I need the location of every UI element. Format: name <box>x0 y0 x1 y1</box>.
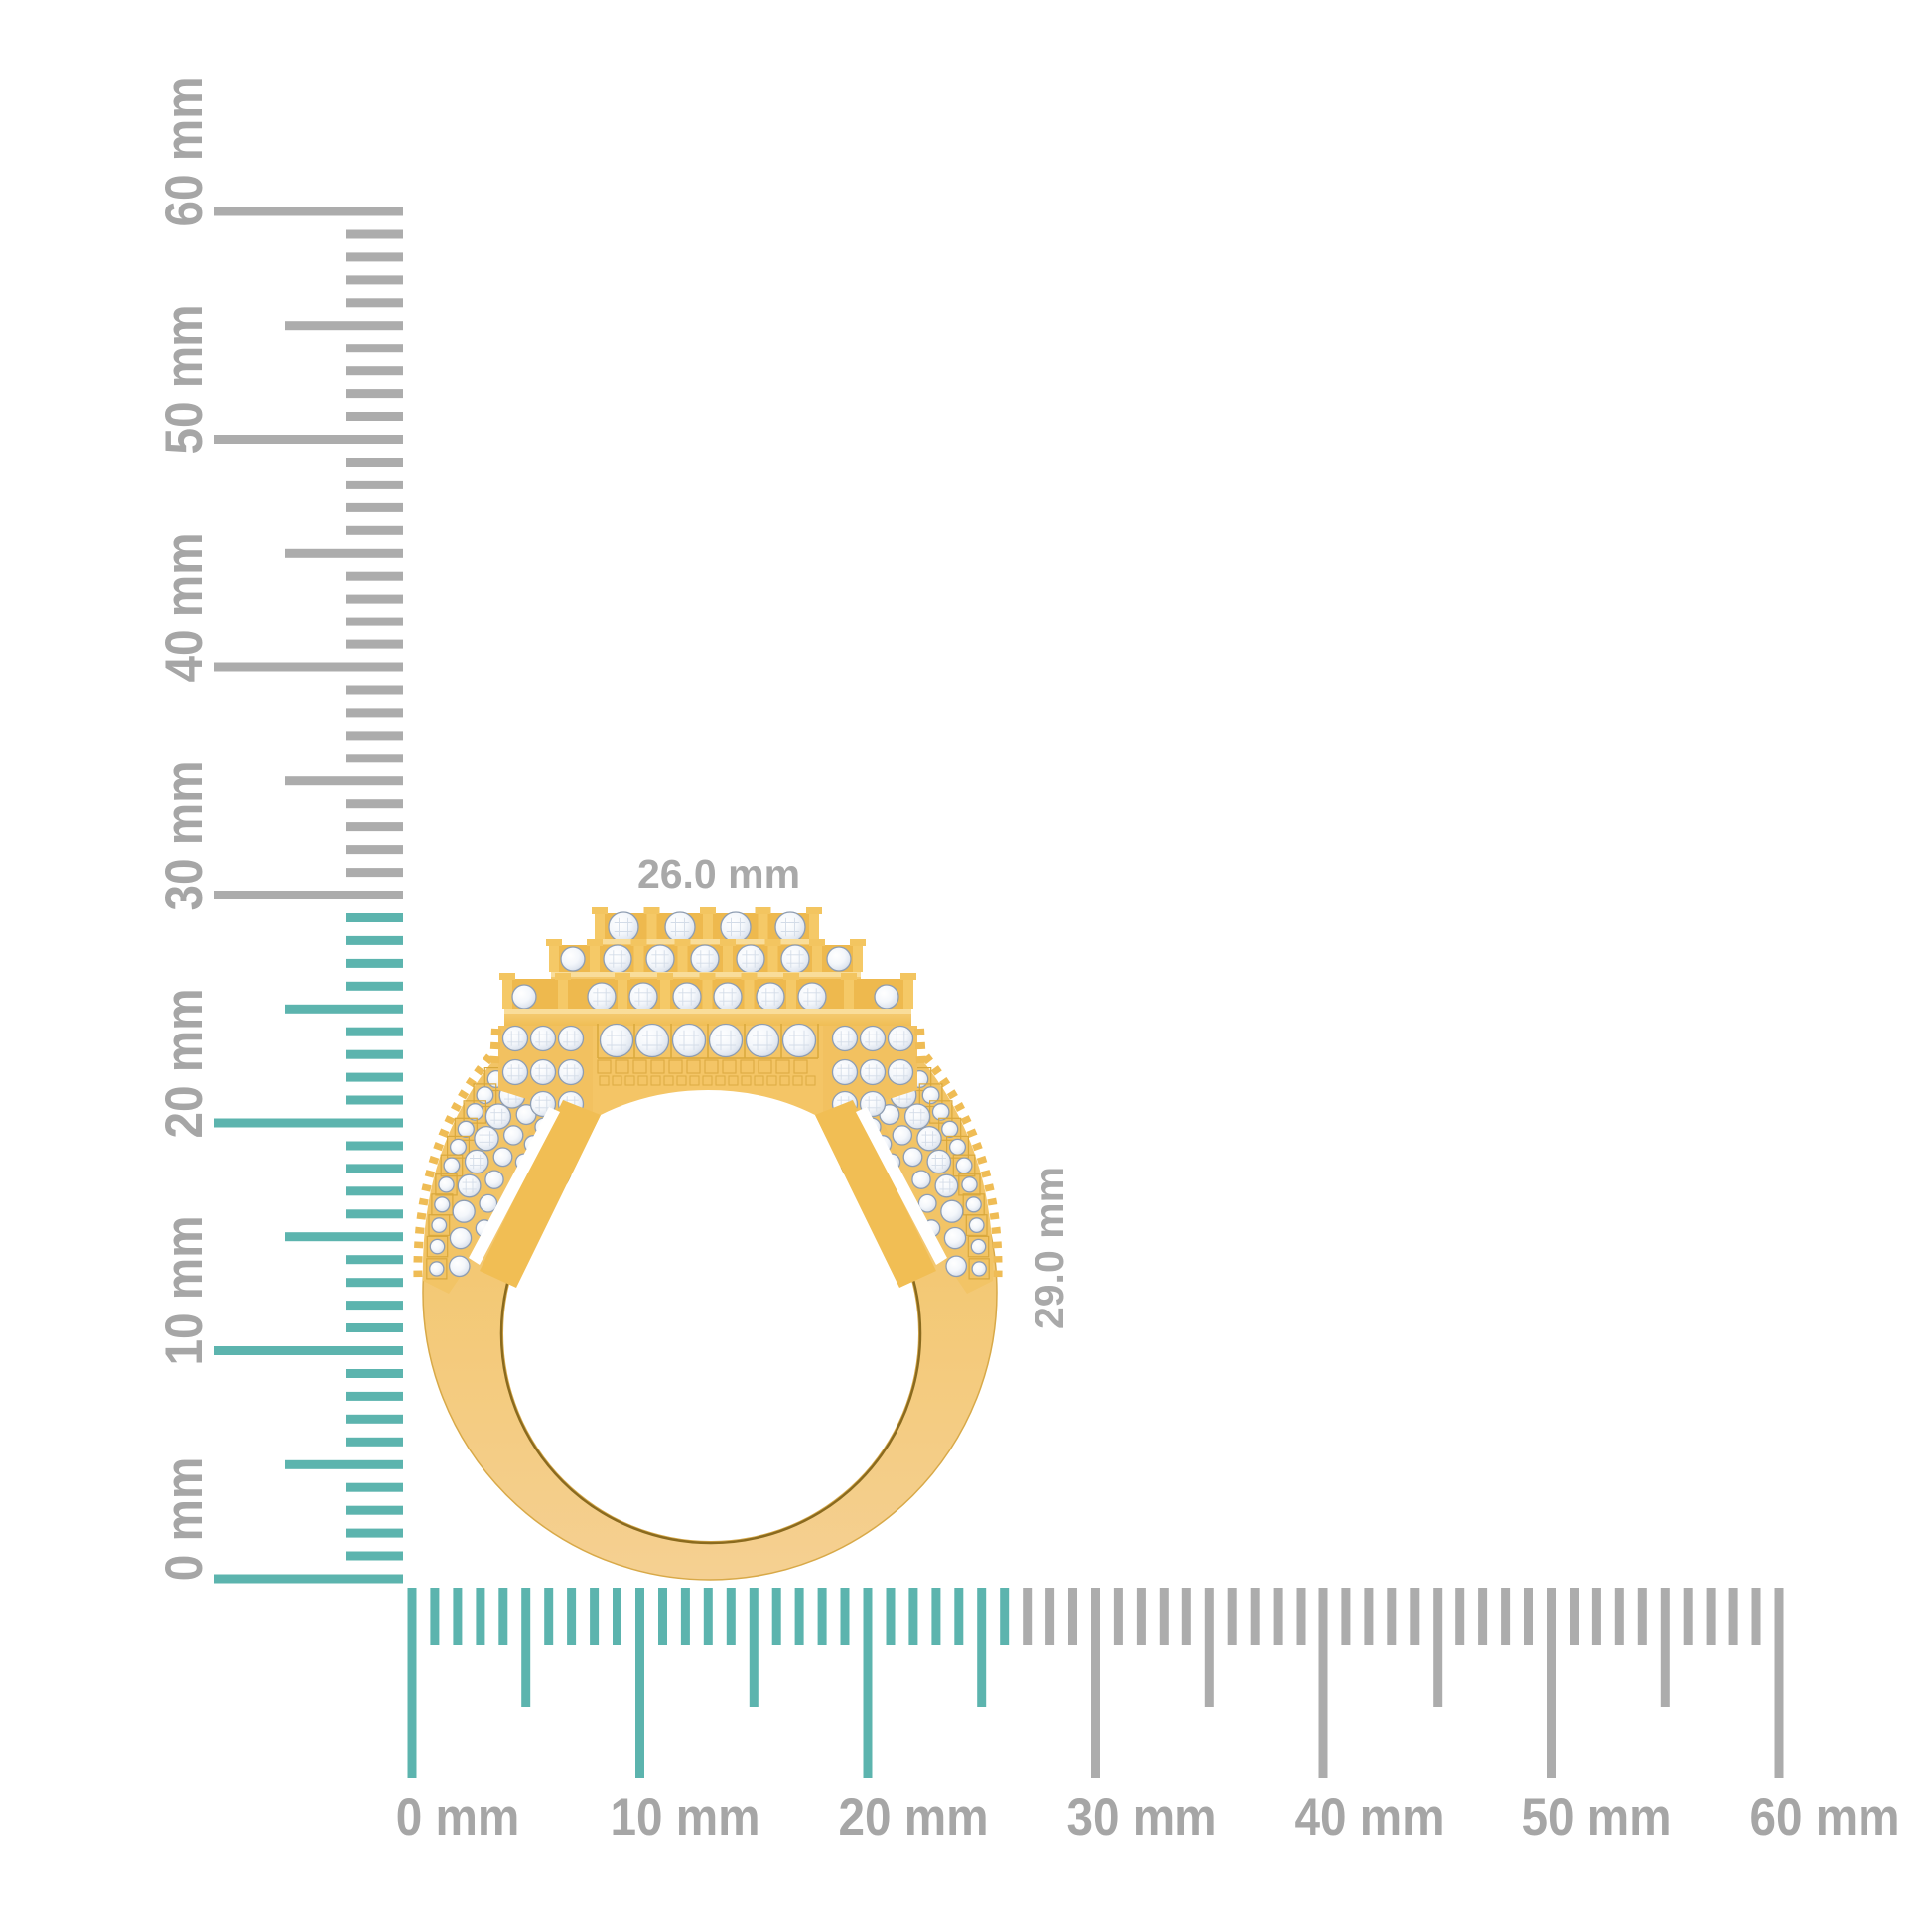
svg-text:60 mm: 60 mm <box>154 76 213 226</box>
svg-text:30 mm: 30 mm <box>1066 1787 1216 1847</box>
svg-text:0 mm: 0 mm <box>154 1457 213 1582</box>
svg-text:10 mm: 10 mm <box>610 1787 759 1847</box>
svg-text:40 mm: 40 mm <box>154 532 213 682</box>
svg-text:30 mm: 30 mm <box>154 760 213 910</box>
svg-text:20 mm: 20 mm <box>838 1787 988 1847</box>
svg-text:50 mm: 50 mm <box>154 304 213 454</box>
svg-text:20 mm: 20 mm <box>154 988 213 1138</box>
svg-text:60 mm: 60 mm <box>1749 1787 1899 1847</box>
svg-text:40 mm: 40 mm <box>1294 1787 1444 1847</box>
svg-text:29.0 mm: 29.0 mm <box>1027 1167 1072 1329</box>
svg-text:26.0 mm: 26.0 mm <box>637 851 800 897</box>
svg-text:50 mm: 50 mm <box>1521 1787 1671 1847</box>
svg-text:10 mm: 10 mm <box>154 1215 213 1365</box>
svg-text:0 mm: 0 mm <box>396 1787 520 1847</box>
